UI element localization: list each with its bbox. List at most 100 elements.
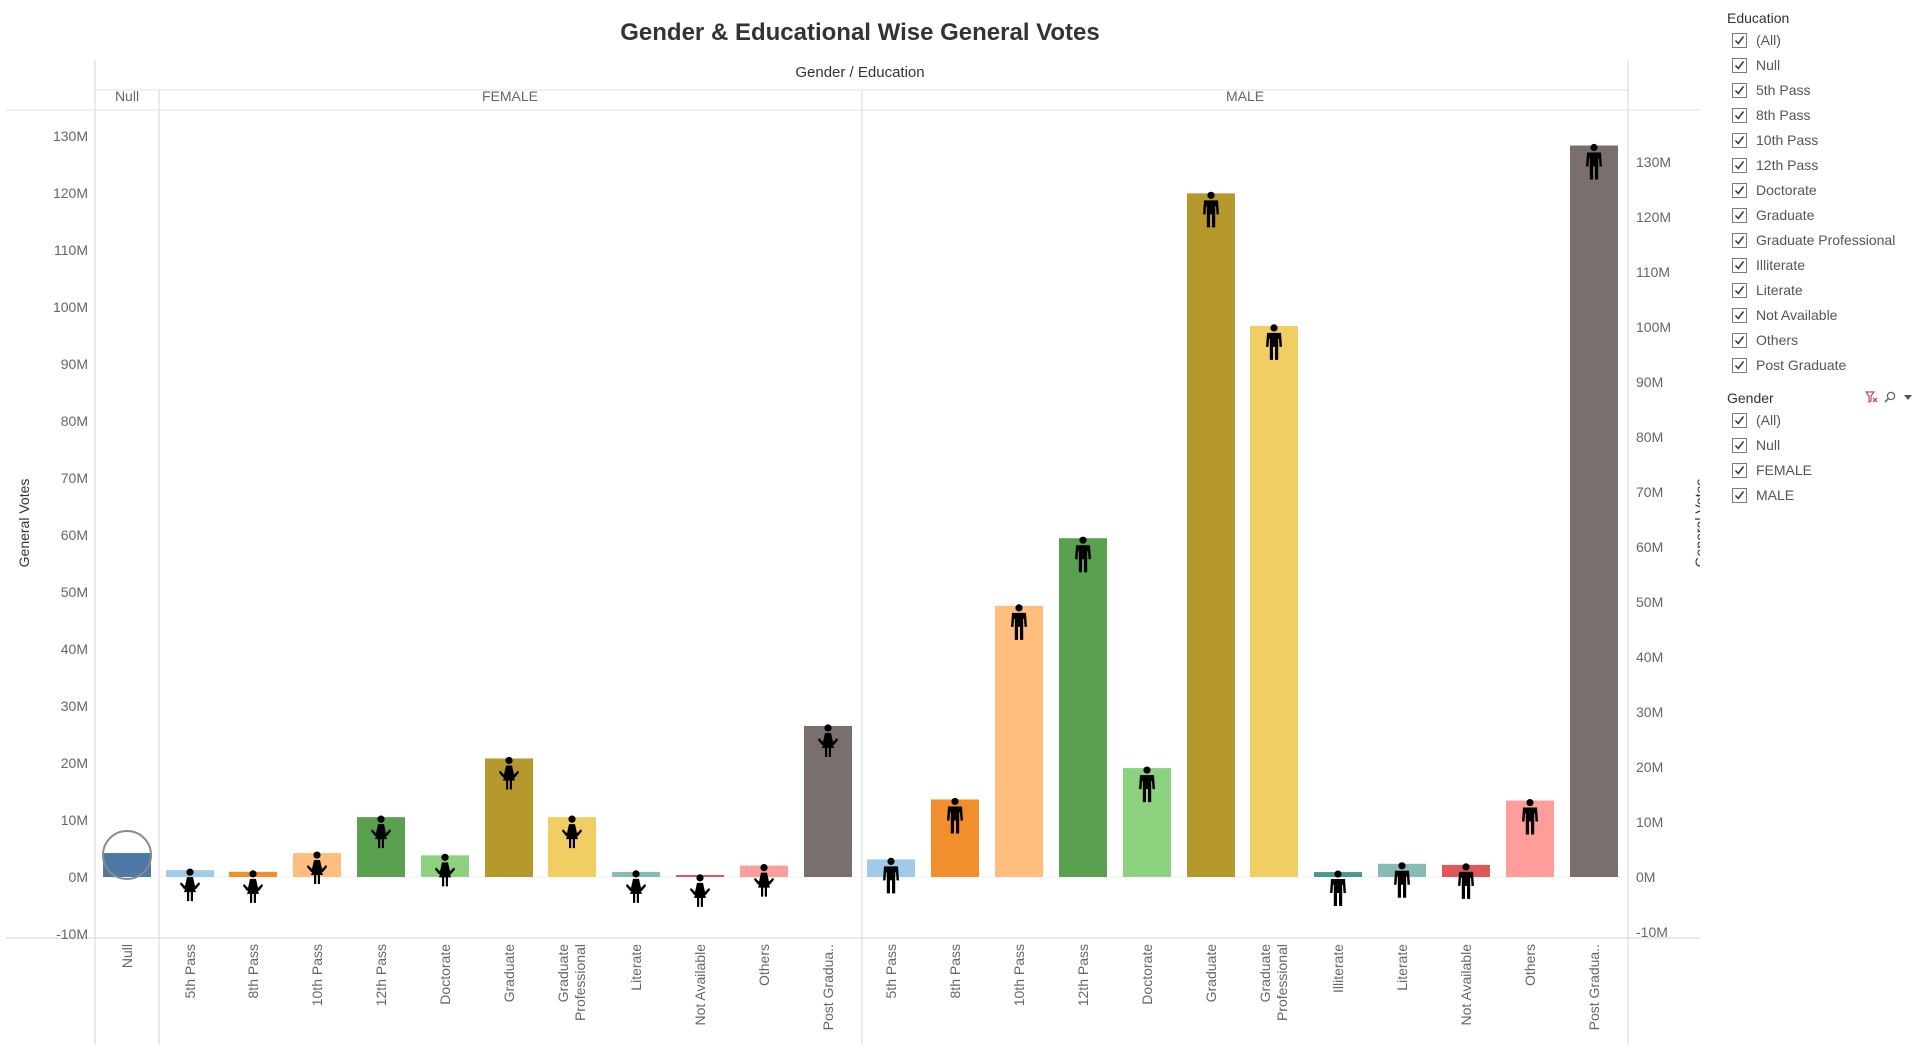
education-filter-item-post-graduate[interactable]: Post Graduate [1727,353,1917,378]
x-tick-label-male-8th-pass: 8th Pass [947,944,963,998]
checkbox[interactable] [1732,83,1747,98]
checkbox[interactable] [1732,158,1747,173]
icon-head [568,815,576,823]
checkbox[interactable] [1732,283,1747,298]
icon-head [1207,191,1215,199]
female-person-icon [754,864,774,897]
y-tick-label-right: 110M [1636,264,1670,280]
x-tick-label-male-graduate-professional: GraduateProfessional [1257,944,1290,1021]
checkbox[interactable] [1732,488,1747,503]
x-tick-label-null-null: Null [119,944,135,968]
x-tick-label-line: 12th Pass [1075,944,1091,1006]
bar-female-others[interactable] [740,865,788,877]
male-person-icon [1522,798,1538,835]
female-person-icon [690,874,710,907]
checkbox[interactable] [1732,438,1747,453]
checkbox[interactable] [1732,233,1747,248]
checkbox[interactable] [1732,183,1747,198]
gender-filter-item-male[interactable]: MALE [1727,483,1917,508]
education-filter-item-10th-pass[interactable]: 10th Pass [1727,128,1917,153]
checkmark-icon [1734,36,1745,45]
education-filter-item-5th-pass[interactable]: 5th Pass [1727,78,1917,103]
checkbox[interactable] [1732,133,1747,148]
checkbox[interactable] [1732,33,1747,48]
checkmark-icon [1734,86,1745,95]
male-person-icon [1394,862,1410,898]
icon-body [1075,545,1091,573]
education-filter-item-graduate[interactable]: Graduate [1727,203,1917,228]
icon-head [1590,143,1598,152]
male-person-icon [1075,536,1091,573]
x-tick-label-line: Others [756,944,772,986]
education-filter-item-8th-pass[interactable]: 8th Pass [1727,103,1917,128]
gender-filter-item-null[interactable]: Null [1727,433,1917,458]
education-filter-item-literate[interactable]: Literate [1727,278,1917,303]
icon-body [883,866,899,894]
y-tick-label-left: -10M [56,926,88,942]
y-tick-label-left: 0M [69,869,88,885]
filter-item-label: Post Graduate [1756,357,1847,373]
bar-male-12th-pass[interactable] [1059,538,1107,877]
checkbox[interactable] [1732,258,1747,273]
checkbox[interactable] [1732,333,1747,348]
bar-male-not-available[interactable] [1442,864,1490,877]
x-tick-label-line: 5th Pass [883,944,899,998]
y-tick-label-right: 80M [1636,429,1663,445]
y-tick-label-left: 20M [61,755,88,771]
education-filter-item-null[interactable]: Null [1727,53,1917,78]
filter-item-label: 12th Pass [1756,157,1819,173]
icon-head [1079,536,1087,544]
bars-layer [102,143,1618,907]
female-person-icon [818,724,838,757]
x-tick-label-line: Null [119,944,135,968]
checkmark-icon [1734,161,1745,170]
bar-male-graduate-professional[interactable] [1250,325,1298,877]
education-filter-item-graduate-professional[interactable]: Graduate Professional [1727,228,1917,253]
checkmark-icon [1734,111,1745,120]
bar-male-graduate[interactable] [1187,193,1235,878]
checkbox[interactable] [1732,58,1747,73]
icon-dress [247,884,259,894]
checkbox[interactable] [1732,413,1747,428]
education-filter-item-doctorate[interactable]: Doctorate [1727,178,1917,203]
bar-male-10th-pass[interactable] [995,605,1043,877]
dropdown-arrow-icon[interactable] [1901,390,1915,404]
icon-body [1139,775,1155,803]
y-tick-label-left: 60M [61,527,88,543]
bar-male-literate[interactable] [1378,863,1426,877]
checkbox[interactable] [1732,358,1747,373]
search-icon[interactable] [1883,390,1897,404]
education-filter-item-illiterate[interactable]: Illiterate [1727,253,1917,278]
education-filter-item-others[interactable]: Others [1727,328,1917,353]
male-person-icon [1586,143,1602,180]
filter-item-label: MALE [1756,487,1795,503]
education-filter-item-12th-pass[interactable]: 12th Pass [1727,153,1917,178]
icon-body [1522,807,1538,835]
checkbox[interactable] [1732,108,1747,123]
checkbox[interactable] [1732,208,1747,223]
clear-filter-icon[interactable] [1865,390,1879,404]
education-filter-item-all[interactable]: (All) [1727,28,1917,53]
checkmark-icon [1734,136,1745,145]
icon-head [1143,766,1151,774]
checkbox[interactable] [1732,308,1747,323]
x-tick-label-female-post-gradua: Post Gradua.. [820,944,836,1030]
checkbox[interactable] [1732,463,1747,478]
y-tick-label-right: 50M [1636,594,1663,610]
gender-filter-item-all[interactable]: (All) [1727,408,1917,433]
bar-female-post-gradua[interactable] [804,725,852,877]
gender-filter-item-female[interactable]: FEMALE [1727,458,1917,483]
education-filter-item-not-available[interactable]: Not Available [1727,303,1917,328]
icon-body [1586,152,1602,180]
bar-null-null[interactable] [103,853,151,877]
checkmark-icon [1734,211,1745,220]
y-tick-label-right: 70M [1636,484,1663,500]
y-axis-title-right: General Votes [1692,479,1700,568]
bar-male-post-gradua[interactable] [1570,145,1618,878]
x-tick-label-line: Post Gradua.. [1586,944,1602,1030]
filter-item-label: (All) [1756,412,1781,428]
icon-dress [822,738,834,748]
filter-item-label: 8th Pass [1756,107,1811,123]
x-labels-layer: Null 5th Pass 8th Pass 10th Pass 12th Pass Do… [119,944,1602,1031]
y-tick-label-right: 10M [1636,814,1663,830]
